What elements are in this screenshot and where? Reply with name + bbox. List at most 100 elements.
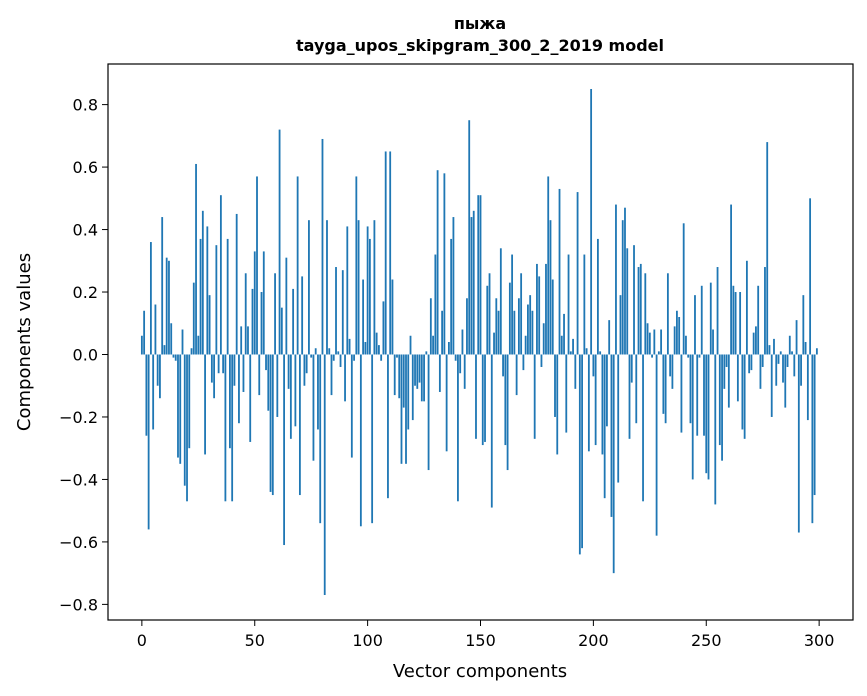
bar — [271, 354, 274, 496]
bar — [721, 354, 723, 461]
y-tick-label: −0.6 — [59, 533, 98, 552]
bar — [373, 220, 376, 355]
bar — [366, 226, 369, 355]
bar — [292, 288, 295, 355]
bar — [517, 298, 520, 355]
bar — [249, 354, 252, 442]
bar — [779, 351, 782, 355]
bar — [240, 326, 243, 355]
bar — [177, 354, 179, 458]
bar — [617, 354, 620, 483]
bar — [497, 310, 500, 355]
bar — [355, 176, 358, 355]
bar — [572, 338, 574, 355]
bar — [802, 295, 805, 355]
bar — [551, 279, 554, 355]
bar — [152, 354, 155, 430]
bar — [348, 338, 351, 355]
bar — [475, 354, 477, 439]
bar — [222, 354, 225, 374]
bar — [714, 354, 717, 505]
bar — [757, 285, 760, 355]
bar — [718, 354, 721, 446]
bar — [145, 354, 148, 436]
bar — [159, 354, 161, 399]
bar — [529, 295, 532, 355]
y-axis: −0.8 −0.6 −0.4 −0.2 0.0 0.2 0.4 0.6 0.8 — [59, 96, 108, 614]
bar — [664, 354, 667, 424]
y-tick-label: 0.6 — [73, 158, 98, 177]
bar — [639, 263, 642, 355]
bar — [402, 354, 405, 408]
bar — [508, 282, 511, 355]
bar — [567, 254, 570, 355]
bar — [269, 354, 272, 492]
bar — [341, 270, 344, 355]
bar — [691, 354, 694, 480]
bar — [651, 354, 653, 358]
y-tick-label: 0.8 — [73, 96, 98, 115]
bar — [736, 354, 739, 402]
bar — [563, 313, 565, 355]
bar — [312, 354, 315, 461]
bar — [732, 285, 735, 355]
bar — [723, 354, 726, 389]
bar — [267, 354, 270, 411]
bar — [800, 354, 802, 386]
bar — [635, 354, 638, 424]
bar — [689, 354, 692, 424]
bar — [730, 204, 732, 355]
bar — [350, 354, 353, 458]
bar — [174, 354, 177, 361]
x-tick-label: 100 — [352, 631, 383, 650]
bar — [332, 354, 335, 361]
bar — [335, 267, 337, 355]
bar — [506, 354, 509, 471]
bar — [797, 354, 800, 533]
bar — [795, 320, 798, 355]
bar — [427, 354, 430, 471]
bar — [170, 323, 173, 355]
bar — [527, 304, 529, 355]
bar — [434, 254, 437, 355]
bar — [179, 354, 182, 464]
bar — [213, 354, 216, 399]
bar — [630, 354, 633, 383]
bar — [405, 354, 407, 464]
bar — [251, 288, 254, 355]
bar — [685, 335, 687, 355]
bar — [466, 298, 468, 355]
bar — [775, 354, 778, 386]
bar — [219, 195, 222, 355]
bar — [319, 354, 322, 524]
bar — [416, 354, 419, 389]
bar — [346, 226, 349, 355]
bar — [161, 217, 164, 355]
bar — [576, 192, 579, 355]
bar — [429, 298, 432, 355]
bar — [745, 260, 748, 355]
bar — [540, 354, 543, 367]
bar — [310, 354, 313, 358]
bar — [215, 245, 218, 355]
x-tick-label: 250 — [691, 631, 722, 650]
bar — [524, 335, 527, 355]
bar — [669, 354, 672, 377]
bar — [438, 354, 441, 392]
bar — [188, 354, 191, 449]
bar — [168, 260, 170, 355]
bar — [143, 310, 146, 355]
y-axis-label: Components values — [14, 253, 35, 431]
bar — [545, 263, 547, 355]
bar — [610, 354, 613, 517]
bar — [375, 332, 378, 355]
bar — [624, 207, 626, 355]
bar — [574, 354, 577, 389]
bar — [815, 348, 818, 355]
bar — [328, 348, 331, 355]
bar — [660, 329, 663, 355]
bar — [520, 273, 523, 355]
bar — [210, 354, 213, 383]
bar — [441, 310, 444, 355]
bar — [694, 295, 696, 355]
